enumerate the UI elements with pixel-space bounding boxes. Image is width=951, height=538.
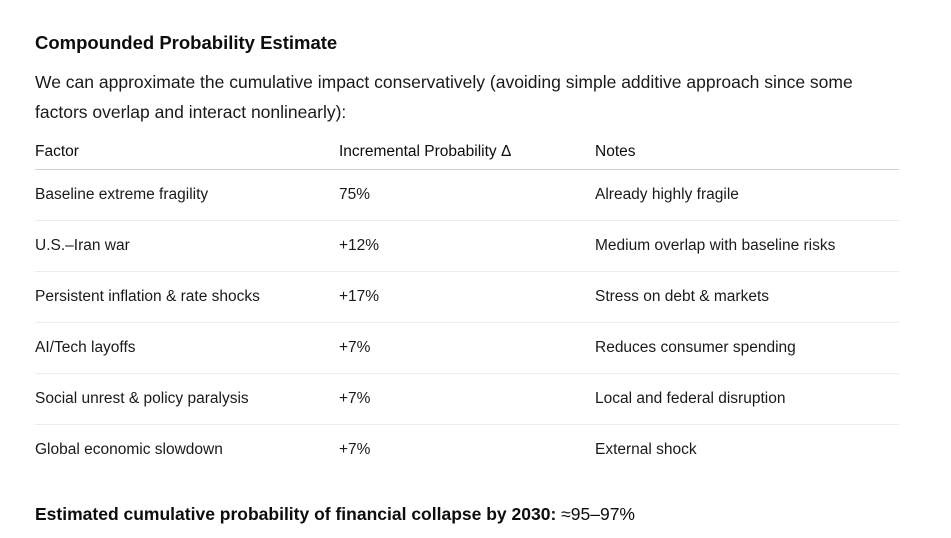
cell-notes: Stress on debt & markets [595,271,899,323]
header-notes: Notes [595,135,899,170]
cell-notes: Local and federal disruption [595,373,899,425]
header-incremental-probability: Incremental Probability Δ [339,135,595,170]
cell-delta: +7% [339,322,595,374]
header-factor: Factor [35,135,339,170]
table-row: Baseline extreme fragility 75% Already h… [35,169,899,221]
cell-factor: Social unrest & policy paralysis [35,373,339,425]
cell-delta: +7% [339,373,595,425]
cell-factor: Baseline extreme fragility [35,169,339,221]
cell-notes: Reduces consumer spending [595,322,899,374]
summary-label: Estimated cumulative probability of fina… [35,504,551,524]
cell-notes: Medium overlap with baseline risks [595,220,899,272]
cell-delta: +17% [339,271,595,323]
table-row: Global economic slowdown +7% External sh… [35,425,899,476]
table-row: Social unrest & policy paralysis +7% Loc… [35,373,899,425]
response-content: Compounded Probability Estimate We can a… [35,28,899,529]
intro-paragraph: We can approximate the cumulative impact… [35,72,853,122]
cell-notes: Already highly fragile [595,169,899,221]
summary-line: Estimated cumulative probability of fina… [35,499,899,529]
cell-delta: +12% [339,220,595,272]
summary-separator: : [550,504,557,524]
section-heading: Compounded Probability Estimate [35,32,338,53]
table-row: AI/Tech layoffs +7% Reduces consumer spe… [35,322,899,374]
cell-factor: U.S.–Iran war [35,220,339,272]
cell-factor: Persistent inflation & rate shocks [35,271,339,323]
table-header-row: Factor Incremental Probability Δ Notes [35,135,899,170]
summary-value: ≈95–97% [561,504,635,524]
cell-delta: 75% [339,169,595,221]
cell-factor: Global economic slowdown [35,441,223,458]
cell-delta: +7% [339,441,371,458]
cell-factor: AI/Tech layoffs [35,322,339,374]
cell-notes: External shock [595,441,697,458]
table-row: U.S.–Iran war +12% Medium overlap with b… [35,220,899,272]
table-row: Persistent inflation & rate shocks +17% … [35,271,899,323]
probability-table: Factor Incremental Probability Δ Notes B… [35,135,899,475]
